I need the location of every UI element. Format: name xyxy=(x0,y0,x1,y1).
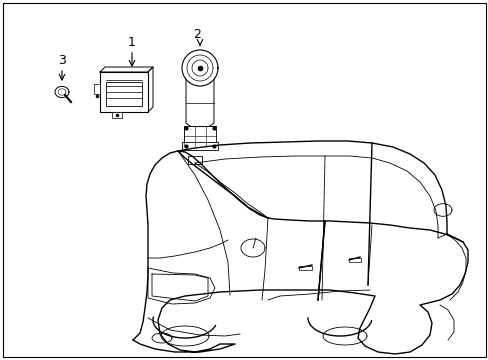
Text: 2: 2 xyxy=(193,27,201,40)
Text: 3: 3 xyxy=(58,54,66,67)
Bar xyxy=(182,142,218,150)
Bar xyxy=(298,266,311,270)
Bar xyxy=(183,126,216,146)
Text: 1: 1 xyxy=(128,36,136,49)
Bar xyxy=(106,82,142,106)
Bar xyxy=(348,258,360,262)
Bar xyxy=(112,112,122,118)
Bar xyxy=(100,72,148,112)
Bar xyxy=(187,156,202,164)
Bar xyxy=(94,84,100,94)
